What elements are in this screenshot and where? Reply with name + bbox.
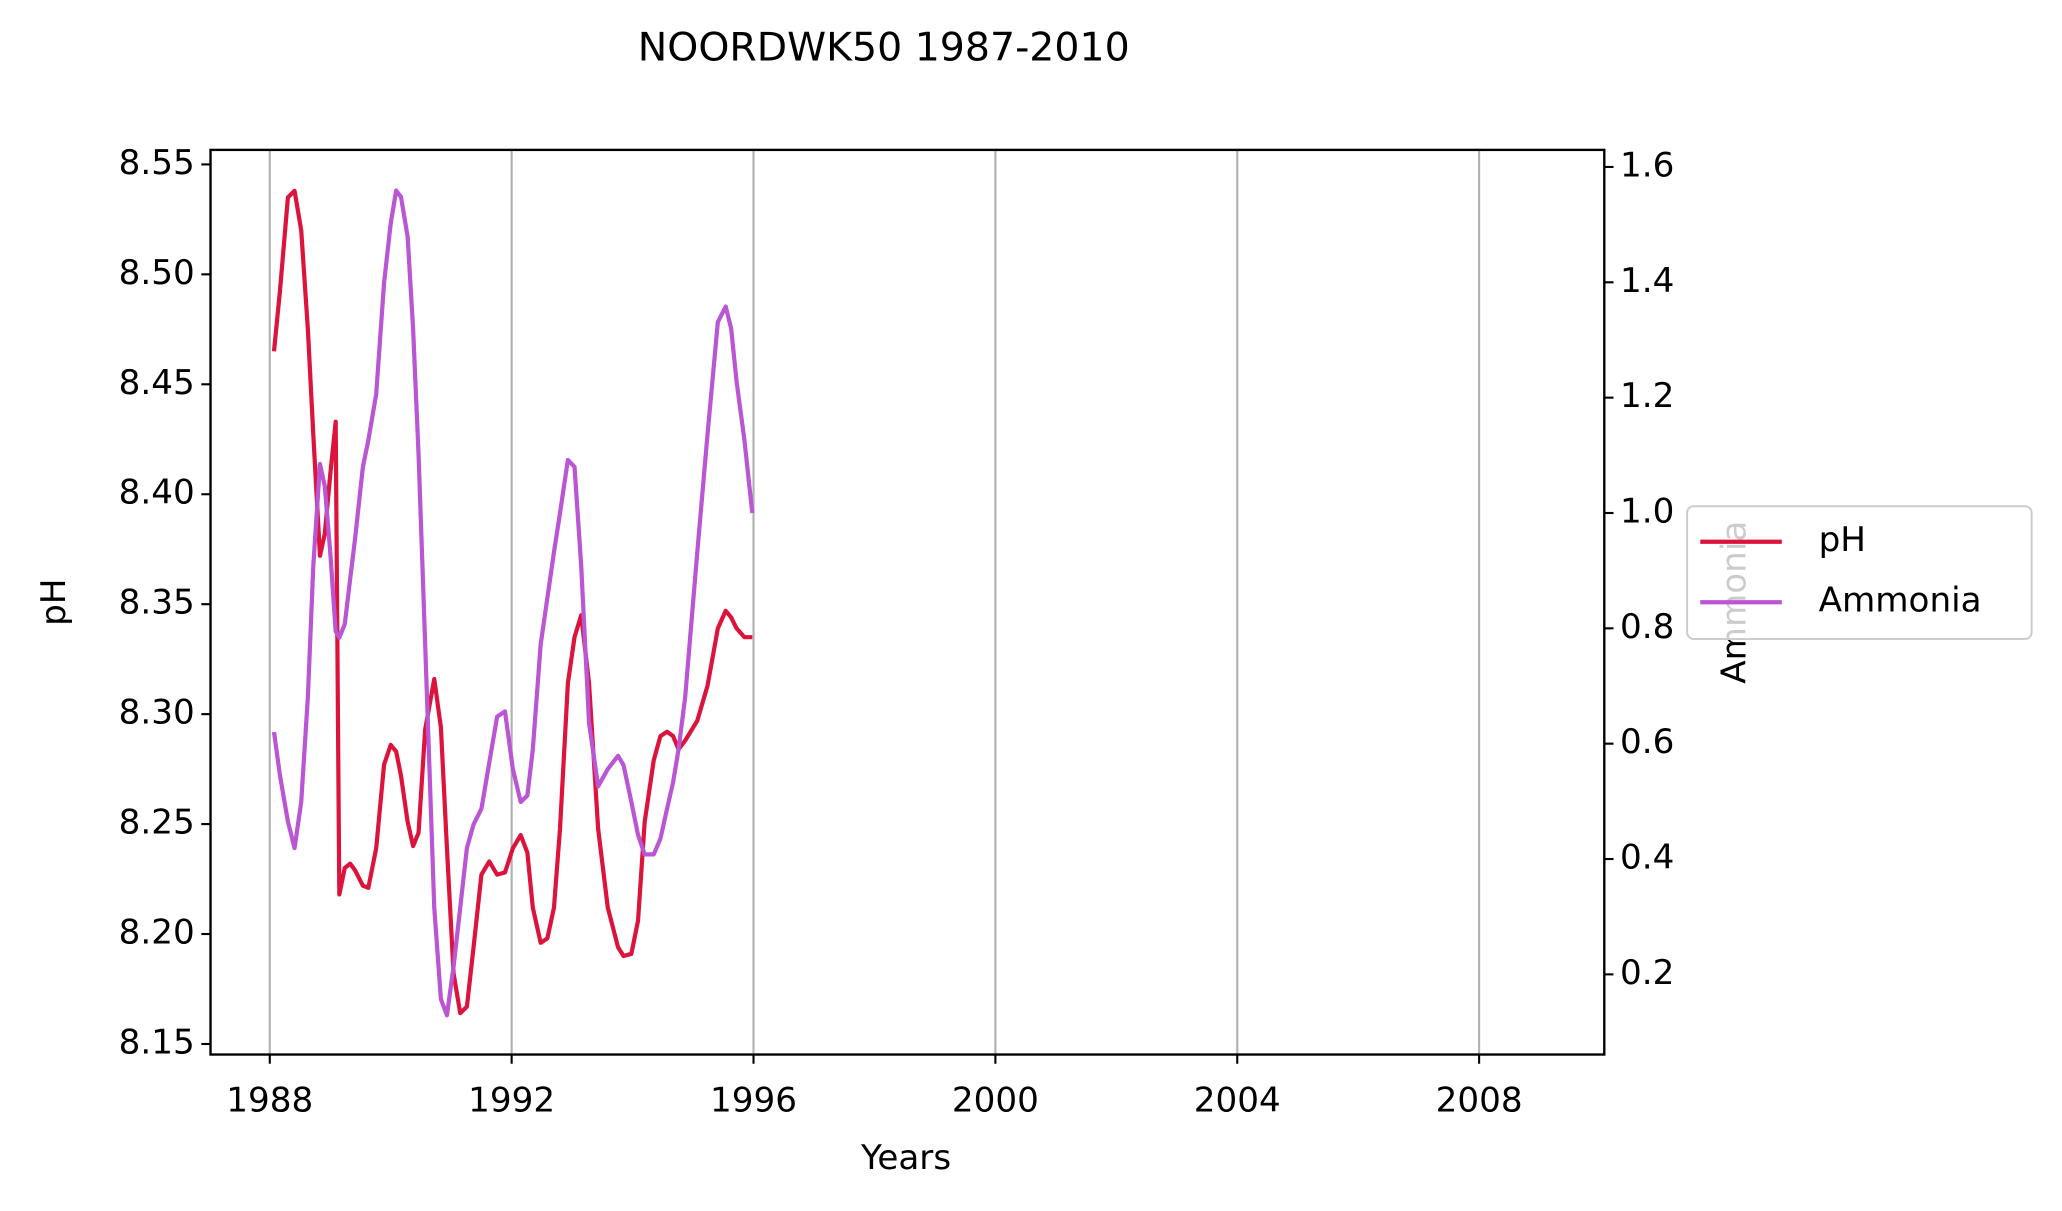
x-tick-label: 2008 xyxy=(1436,1080,1523,1120)
x-tick-label: 1988 xyxy=(226,1080,313,1120)
y-tick-label: 8.20 xyxy=(119,913,195,953)
y-tick-label: 8.25 xyxy=(119,803,195,843)
y2-tick-label: 1.2 xyxy=(1620,376,1674,416)
y-tick-label: 8.35 xyxy=(119,583,195,623)
y2-tick-label: 0.4 xyxy=(1620,838,1674,878)
y-tick-label: 8.45 xyxy=(119,363,195,403)
y2-tick-label: 1.4 xyxy=(1620,261,1674,301)
y2-tick-label: 0.6 xyxy=(1620,722,1674,762)
series-line xyxy=(271,188,753,1016)
y-axis-label: pH xyxy=(34,579,74,626)
y2-tick-label: 1.6 xyxy=(1620,145,1674,185)
series-line xyxy=(271,188,755,1018)
plot-frame xyxy=(209,148,1606,1056)
y-tick-label: 8.40 xyxy=(119,473,195,513)
x-axis-label: Years xyxy=(860,1138,951,1178)
y2-tick-label: 0.2 xyxy=(1620,953,1674,993)
legend-label: Ammonia xyxy=(1819,581,1982,621)
y-tick-label: 8.55 xyxy=(119,143,195,183)
y2-tick-label: 1.0 xyxy=(1620,491,1674,531)
x-tick-label: 1992 xyxy=(468,1080,555,1120)
y2-tick-label: 0.8 xyxy=(1620,607,1674,647)
x-tick-label: 1996 xyxy=(710,1080,797,1120)
y-tick-label: 8.50 xyxy=(119,253,195,293)
y-tick-label: 8.30 xyxy=(119,693,195,733)
legend-label: pH xyxy=(1819,520,1866,560)
x-tick-label: 2004 xyxy=(1194,1080,1281,1120)
chart-title: NOORDWK50 1987-2010 xyxy=(638,24,1130,70)
legend-box xyxy=(1686,505,2033,641)
y-tick-label: 8.15 xyxy=(119,1022,195,1062)
x-tick-label: 2000 xyxy=(952,1080,1039,1120)
